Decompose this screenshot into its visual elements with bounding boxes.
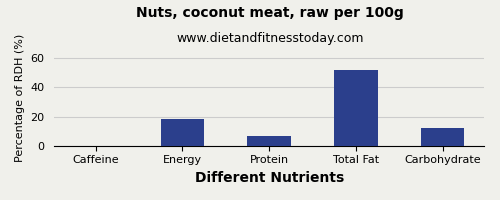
Bar	[421, 128, 465, 146]
Bar	[334, 70, 378, 146]
Y-axis label: Percentage of RDH (%): Percentage of RDH (%)	[15, 34, 25, 162]
Text: www.dietandfitnesstoday.com: www.dietandfitnesstoday.com	[176, 32, 364, 45]
Text: Nuts, coconut meat, raw per 100g: Nuts, coconut meat, raw per 100g	[136, 6, 404, 20]
X-axis label: Different Nutrients: Different Nutrients	[194, 171, 344, 185]
Bar	[160, 119, 204, 146]
Bar	[248, 136, 291, 146]
